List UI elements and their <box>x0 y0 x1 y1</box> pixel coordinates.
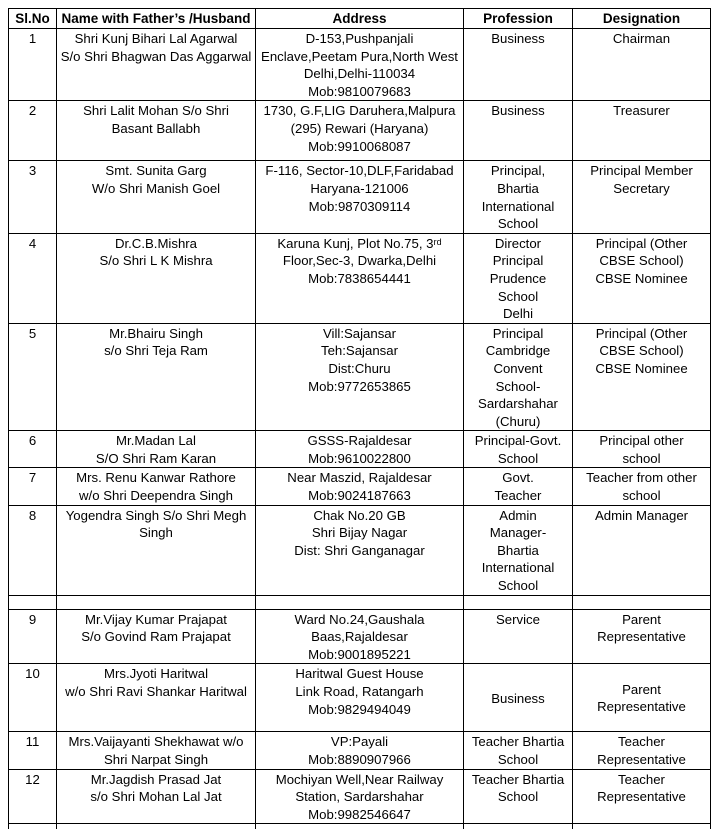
cell-profession <box>463 594 573 610</box>
cell-name: Mr.Vijay Kumar Prajapat S/o Govind Ram P… <box>56 608 256 665</box>
cell-designation: Chairman <box>572 27 711 102</box>
cell-address: Mochiyan Well,Near Railway Station, Sard… <box>255 768 464 825</box>
cell-designation: Principal (Other CBSE School) CBSE Nomin… <box>572 232 711 324</box>
cell-address: GSSS-Rajaldesar Mob:9610022800 <box>255 430 464 469</box>
col-header-profession: Profession <box>463 8 573 29</box>
cell-name: Dr.C.B.Mishra S/o Shri L K Mishra <box>56 232 256 324</box>
cell-slno: 4 <box>8 232 57 324</box>
cell-address: Chak No.20 GB Shri Bijay Nagar Dist: Shr… <box>255 504 464 596</box>
cell-address: VP:Payali Mob:8890907966 <box>255 731 464 770</box>
cell-designation <box>572 594 711 610</box>
cell-slno: 1 <box>8 27 57 102</box>
cell-profession: Business <box>463 100 573 162</box>
cell-address: Haritwal Guest House Link Road, Ratangar… <box>255 663 464 733</box>
cell-profession: Principal-Govt. School <box>463 430 573 469</box>
cell-profession: Govt. Teacher <box>463 467 573 506</box>
cell-designation <box>572 823 711 829</box>
cell-name: Smt. Sunita Garg W/o Shri Manish Goel <box>56 160 256 234</box>
header-row: Sl.No Name with Father’s /Husband Addres… <box>8 8 711 29</box>
cell-name <box>56 594 256 610</box>
members-table: Sl.No Name with Father’s /Husband Addres… <box>8 8 711 829</box>
cell-address: Near Maszid, Rajaldesar Mob:9024187663 <box>255 467 464 506</box>
table-row: 1 Shri Kunj Bihari Lal Agarwal S/o Shri … <box>8 27 711 102</box>
cell-designation: Principal other school <box>572 430 711 469</box>
cell-name: Mrs.Jyoti Haritwal w/o Shri Ravi Shankar… <box>56 663 256 733</box>
table-row: 9 Mr.Vijay Kumar Prajapat S/o Govind Ram… <box>8 608 711 665</box>
cell-designation: Principal Member Secretary <box>572 160 711 234</box>
cell-slno <box>8 823 57 829</box>
cell-name: Yogendra Singh S/o Shri Megh Singh <box>56 504 256 596</box>
table-row: 8 Yogendra Singh S/o Shri Megh Singh Cha… <box>8 504 711 596</box>
table-row: 2 Shri Lalit Mohan S/o Shri Basant Balla… <box>8 100 711 162</box>
col-header-slno: Sl.No <box>8 8 57 29</box>
cell-designation: Parent Representative <box>572 663 711 733</box>
cell-name: Mr.Jagdish Prasad Jat s/o Shri Mohan Lal… <box>56 768 256 825</box>
cell-address: Karuna Kunj, Plot No.75, 3ʳᵈ Floor,Sec-3… <box>255 232 464 324</box>
cell-profession: Director Principal Prudence School Delhi <box>463 232 573 324</box>
table-row: 6 Mr.Madan Lal S/O Shri Ram Karan GSSS-R… <box>8 430 711 469</box>
cell-designation: Parent Representative <box>572 608 711 665</box>
cell-profession: Service <box>463 608 573 665</box>
cell-designation: Principal (Other CBSE School) CBSE Nomin… <box>572 322 711 432</box>
cell-slno: 3 <box>8 160 57 234</box>
cell-name <box>56 823 256 829</box>
cell-profession: Business <box>463 663 573 733</box>
cell-profession: Teacher Bhartia School <box>463 768 573 825</box>
cell-address: Ward No.24,Gaushala Baas,Rajaldesar Mob:… <box>255 608 464 665</box>
cell-slno: 8 <box>8 504 57 596</box>
cell-designation: Teacher Representative <box>572 768 711 825</box>
cell-slno: 11 <box>8 731 57 770</box>
table-row: 11 Mrs.Vaijayanti Shekhawat w/o Shri Nar… <box>8 731 711 770</box>
table-row: 4 Dr.C.B.Mishra S/o Shri L K Mishra Karu… <box>8 232 711 324</box>
cell-designation: Admin Manager <box>572 504 711 596</box>
cell-name: Mr.Madan Lal S/O Shri Ram Karan <box>56 430 256 469</box>
cell-address: F-116, Sector-10,DLF,Faridabad Haryana-1… <box>255 160 464 234</box>
table-row: 10 Mrs.Jyoti Haritwal w/o Shri Ravi Shan… <box>8 663 711 733</box>
cell-name: Mr.Bhairu Singh s/o Shri Teja Ram <box>56 322 256 432</box>
cell-name: Shri Kunj Bihari Lal Agarwal S/o Shri Bh… <box>56 27 256 102</box>
table-row: 7 Mrs. Renu Kanwar Rathore w/o Shri Deep… <box>8 467 711 506</box>
cell-name: Mrs. Renu Kanwar Rathore w/o Shri Deepen… <box>56 467 256 506</box>
cell-address <box>255 594 464 610</box>
cell-profession: Business <box>463 27 573 102</box>
table-row: 3 Smt. Sunita Garg W/o Shri Manish Goel … <box>8 160 711 234</box>
cell-profession: Admin Manager- Bhartia International Sch… <box>463 504 573 596</box>
cell-slno: 10 <box>8 663 57 733</box>
table-row: 12 Mr.Jagdish Prasad Jat s/o Shri Mohan … <box>8 768 711 825</box>
cell-slno: 5 <box>8 322 57 432</box>
col-header-address: Address <box>255 8 464 29</box>
cell-slno: 6 <box>8 430 57 469</box>
cell-slno: 2 <box>8 100 57 162</box>
cell-profession: Principal Cambridge Convent School- Sard… <box>463 322 573 432</box>
cell-profession: Teacher Bhartia School <box>463 731 573 770</box>
cell-slno: 9 <box>8 608 57 665</box>
col-header-name: Name with Father’s /Husband <box>56 8 256 29</box>
table-row <box>8 823 711 829</box>
cell-designation: Treasurer <box>572 100 711 162</box>
cell-profession: Principal, Bhartia International School <box>463 160 573 234</box>
cell-address <box>255 823 464 829</box>
table-row <box>8 594 711 610</box>
cell-name: Mrs.Vaijayanti Shekhawat w/o Shri Narpat… <box>56 731 256 770</box>
table-row: 5 Mr.Bhairu Singh s/o Shri Teja Ram Vill… <box>8 322 711 432</box>
cell-designation: Teacher from other school <box>572 467 711 506</box>
col-header-designation: Designation <box>572 8 711 29</box>
cell-address: D-153,Pushpanjali Enclave,Peetam Pura,No… <box>255 27 464 102</box>
cell-slno <box>8 594 57 610</box>
cell-designation: Teacher Representative <box>572 731 711 770</box>
cell-slno: 12 <box>8 768 57 825</box>
cell-slno: 7 <box>8 467 57 506</box>
cell-address: Vill:Sajansar Teh:Sajansar Dist:Churu Mo… <box>255 322 464 432</box>
cell-profession <box>463 823 573 829</box>
cell-name: Shri Lalit Mohan S/o Shri Basant Ballabh <box>56 100 256 162</box>
cell-address: 1730, G.F,LIG Daruhera,Malpura (295) Rew… <box>255 100 464 162</box>
